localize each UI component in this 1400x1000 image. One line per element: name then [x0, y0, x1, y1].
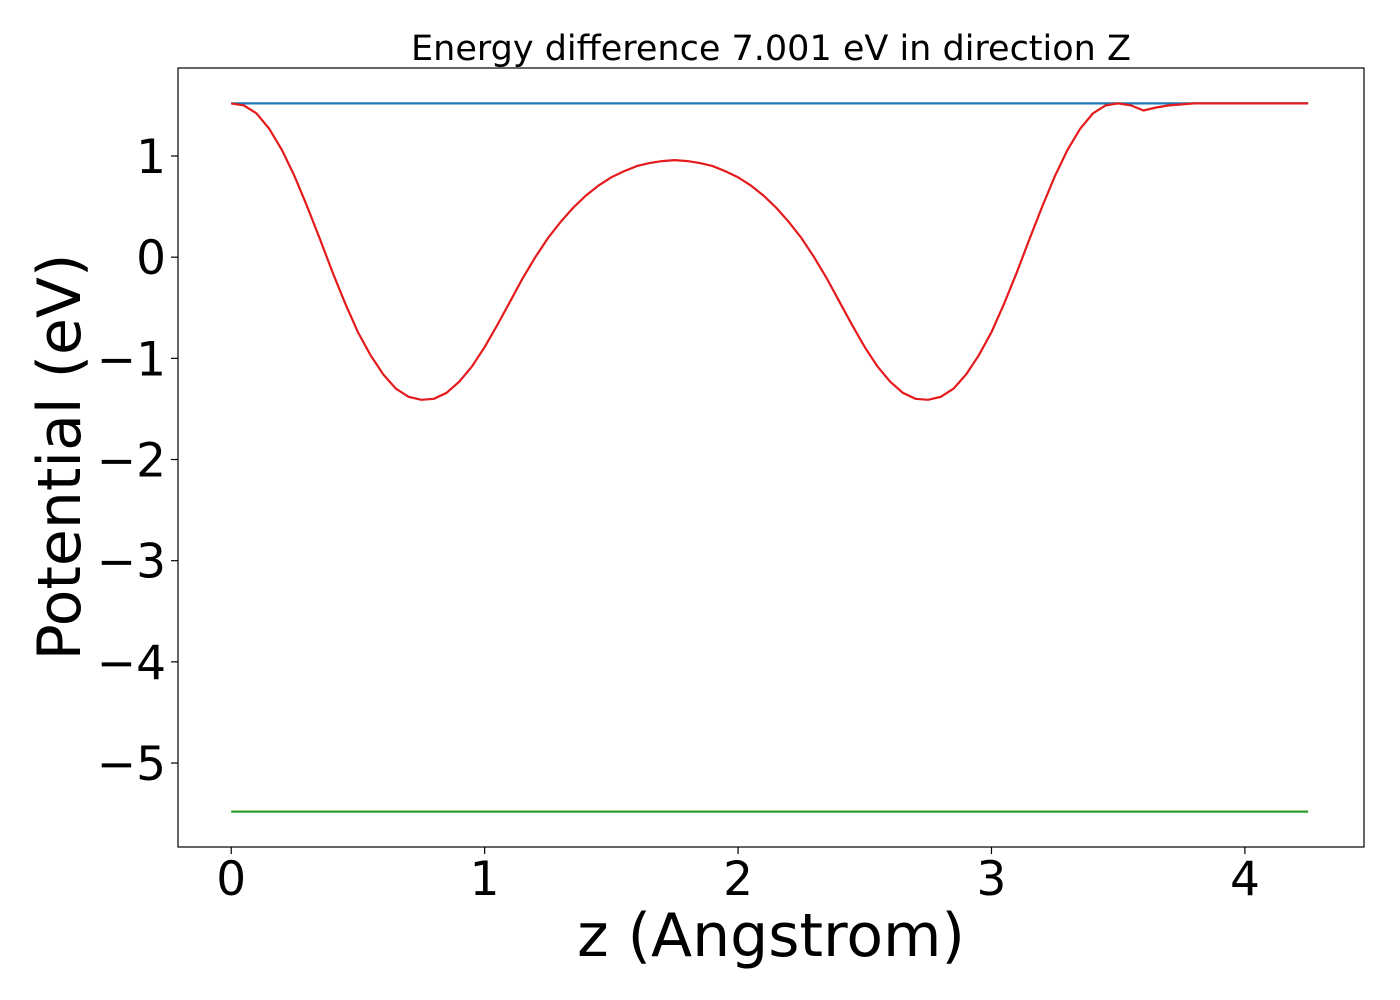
series-line-2 — [231, 102, 1309, 401]
y-axis-label: Potential (eV) — [25, 254, 95, 661]
x-tick-label: 2 — [723, 852, 753, 907]
y-axis: 1 0 −1 −2 −3 −4 −5 — [97, 130, 178, 792]
y-tick-label: −4 — [97, 636, 166, 691]
y-tick-label: −3 — [97, 535, 166, 590]
y-tick-label: −2 — [97, 434, 166, 489]
y-tick-label: −5 — [97, 737, 166, 792]
chart-title: Energy difference 7.001 eV in direction … — [411, 29, 1131, 69]
x-axis-label: z (Angstrom) — [577, 901, 965, 971]
plot-frame — [177, 67, 1365, 848]
series-layer — [231, 102, 1309, 813]
y-tick-label: 1 — [136, 130, 166, 185]
x-axis: 0 1 2 3 4 — [216, 847, 1260, 907]
y-tick-label: −1 — [97, 332, 166, 387]
x-tick-label: 1 — [470, 852, 500, 907]
x-tick-label: 0 — [216, 852, 246, 907]
y-tick-label: 0 — [136, 231, 166, 286]
x-tick-label: 3 — [977, 852, 1007, 907]
x-tick-label: 4 — [1230, 852, 1260, 907]
